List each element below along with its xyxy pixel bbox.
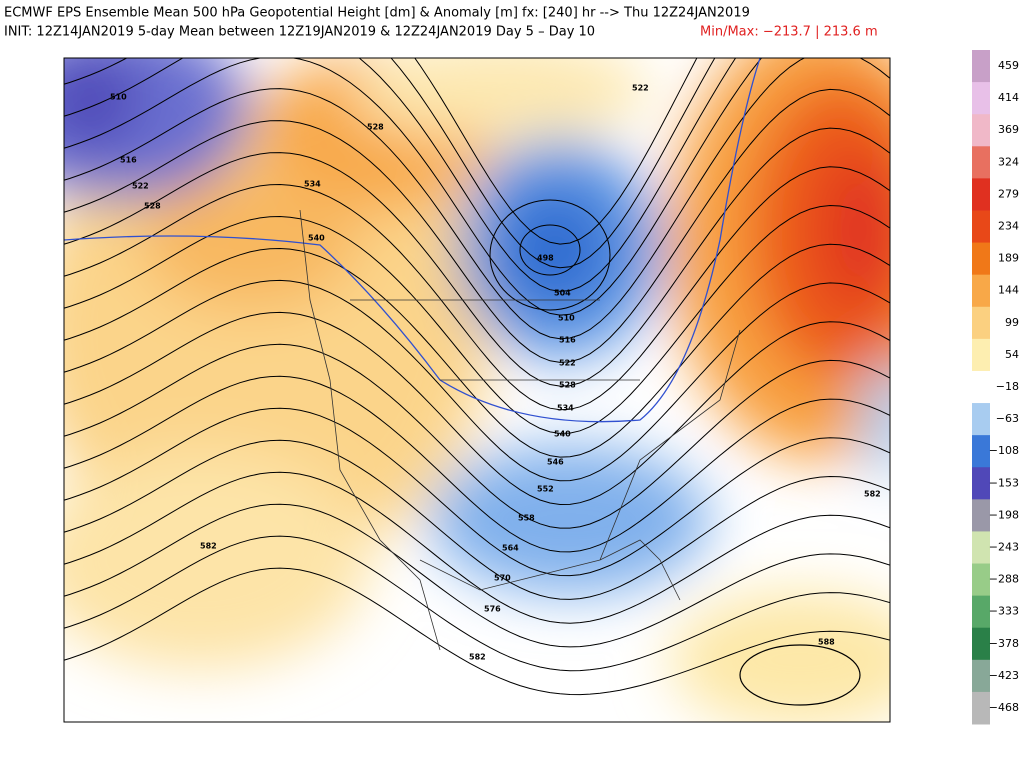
contour-line: [64, 535, 890, 672]
contour-line: [64, 58, 737, 292]
colorbar-label: 414: [998, 91, 1019, 104]
colorbar-swatch: [972, 210, 990, 244]
contour-label: 564: [502, 544, 519, 553]
contour-line: [64, 407, 890, 577]
colorbar-swatch: [972, 178, 990, 211]
colorbar-swatch: [972, 242, 990, 276]
init-line: INIT: 12Z14JAN2019 5-day Mean between 12…: [4, 25, 595, 40]
colorbar-label: 279: [998, 187, 1019, 200]
colorbar-swatch: [972, 467, 990, 500]
contour-line: [489, 199, 611, 311]
colorbar-swatch: [972, 306, 990, 340]
contour-line: [64, 375, 890, 553]
title: ECMWF EPS Ensemble Mean 500 hPa Geopoten…: [4, 6, 750, 21]
contour-label: 552: [537, 485, 554, 494]
contour-label: 540: [308, 234, 325, 243]
contour-line: [64, 279, 890, 482]
contour-label: 534: [557, 404, 574, 413]
contour-label: 582: [469, 653, 486, 662]
colorbar-label: 369: [998, 123, 1019, 136]
colorbar-label: 54: [1005, 348, 1019, 361]
map-frame: [63, 57, 891, 723]
contour-label: 510: [558, 314, 575, 323]
colorbar-swatch: [972, 627, 990, 661]
contour-label: 498: [537, 254, 554, 263]
colorbar-label: 189: [998, 252, 1019, 265]
colorbar-label: −243: [989, 540, 1019, 553]
contour-label: 576: [484, 605, 501, 614]
colorbar-swatch: [972, 691, 990, 725]
contour-label: 516: [120, 156, 137, 165]
colorbar-swatch: [972, 659, 990, 693]
colorbar-swatch: [972, 50, 990, 83]
colorbar-swatch: [972, 370, 990, 404]
contour-line: [64, 343, 890, 529]
contour-label: 516: [559, 336, 576, 345]
colorbar-label: −18: [996, 380, 1019, 393]
contour-line: [64, 471, 890, 624]
contour-line: [64, 311, 890, 506]
contour-label: 522: [559, 359, 576, 368]
colorbar-swatch: [972, 274, 990, 308]
colorbar-label: 99: [1005, 316, 1019, 329]
colorbar-swatch: [972, 338, 990, 372]
contour-label: 504: [554, 289, 571, 298]
contour-line: [64, 58, 716, 269]
colorbar-label: −153: [989, 476, 1019, 489]
contour-line: [519, 224, 581, 276]
colorbar-label: −468: [989, 701, 1019, 714]
colorbar-label: −333: [989, 605, 1019, 618]
contour-label: 588: [818, 638, 835, 647]
colorbar-swatch: [972, 563, 990, 597]
colorbar-label: −198: [989, 508, 1019, 521]
colorbar-swatch: [972, 531, 990, 565]
min-max: Min/Max: −213.7 | 213.6 m: [700, 25, 878, 40]
contour-label: 534: [304, 180, 321, 189]
colorbar-label: −108: [989, 444, 1019, 457]
contour-label: 528: [144, 202, 161, 211]
contour-line: [64, 503, 890, 648]
contour-line: [64, 243, 890, 458]
contour-line: [64, 58, 890, 340]
contour-line: [64, 567, 890, 696]
colorbar-label: −423: [989, 669, 1019, 682]
contour-label: 528: [559, 381, 576, 390]
contour-line: [64, 439, 890, 600]
colorbar-label: −378: [989, 637, 1019, 650]
contour-line: [414, 58, 698, 245]
contour-label: 582: [864, 490, 881, 499]
colorbar: 459 414 369 324 279 234 189 144 99 54 −18 −63 −108 −1…: [972, 50, 1019, 725]
colorbar-label: −288: [989, 573, 1019, 586]
colorbar-swatch: [972, 114, 990, 147]
colorbar-swatch: [972, 499, 990, 532]
colorbar-swatch: [972, 403, 990, 436]
contour-label: 510: [110, 93, 127, 102]
contour-label: 540: [554, 430, 571, 439]
contour-line: [64, 166, 890, 411]
colorbar-swatch: [972, 82, 990, 115]
contour-line: [64, 127, 890, 387]
colorbar-label: 324: [998, 155, 1019, 168]
contour-line: [64, 88, 890, 363]
colorbar-swatch: [972, 595, 990, 629]
contour-label: 546: [547, 458, 564, 467]
colorbar-swatch: [972, 435, 990, 468]
contour-label: 522: [132, 182, 149, 191]
colorbar-label: 459: [998, 59, 1019, 72]
colorbar-label: −63: [996, 412, 1019, 425]
contour-label: 528: [367, 123, 384, 132]
contour-label: 522: [632, 84, 649, 93]
colorbar-label: 234: [998, 220, 1019, 233]
contour-label: 582: [200, 542, 217, 551]
map: [64, 58, 890, 722]
contour-line: [64, 204, 890, 434]
contour-labels: 510 516 522 528 528 534 540 522 498 504 …: [110, 84, 881, 662]
contour-label: 570: [494, 574, 511, 583]
colorbar-swatch: [972, 146, 990, 179]
colorbar-label: 144: [998, 284, 1019, 297]
contour-label: 558: [518, 514, 535, 523]
